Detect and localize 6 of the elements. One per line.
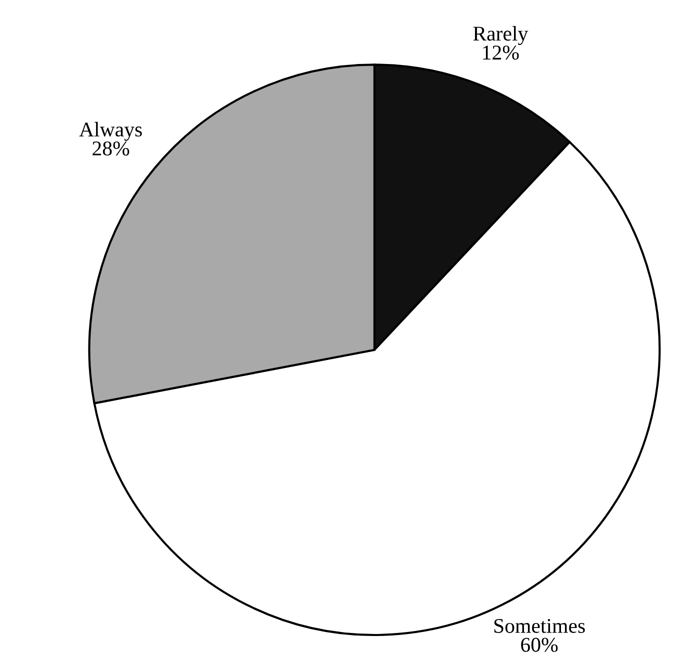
slice-label: Sometimes: [494, 618, 585, 633]
data-label: 12%: [483, 46, 519, 60]
slice-label: Rarely: [473, 26, 528, 45]
data-label: 60%: [521, 638, 558, 652]
slice-label: Always: [79, 122, 142, 141]
data-label: 28%: [92, 141, 130, 156]
